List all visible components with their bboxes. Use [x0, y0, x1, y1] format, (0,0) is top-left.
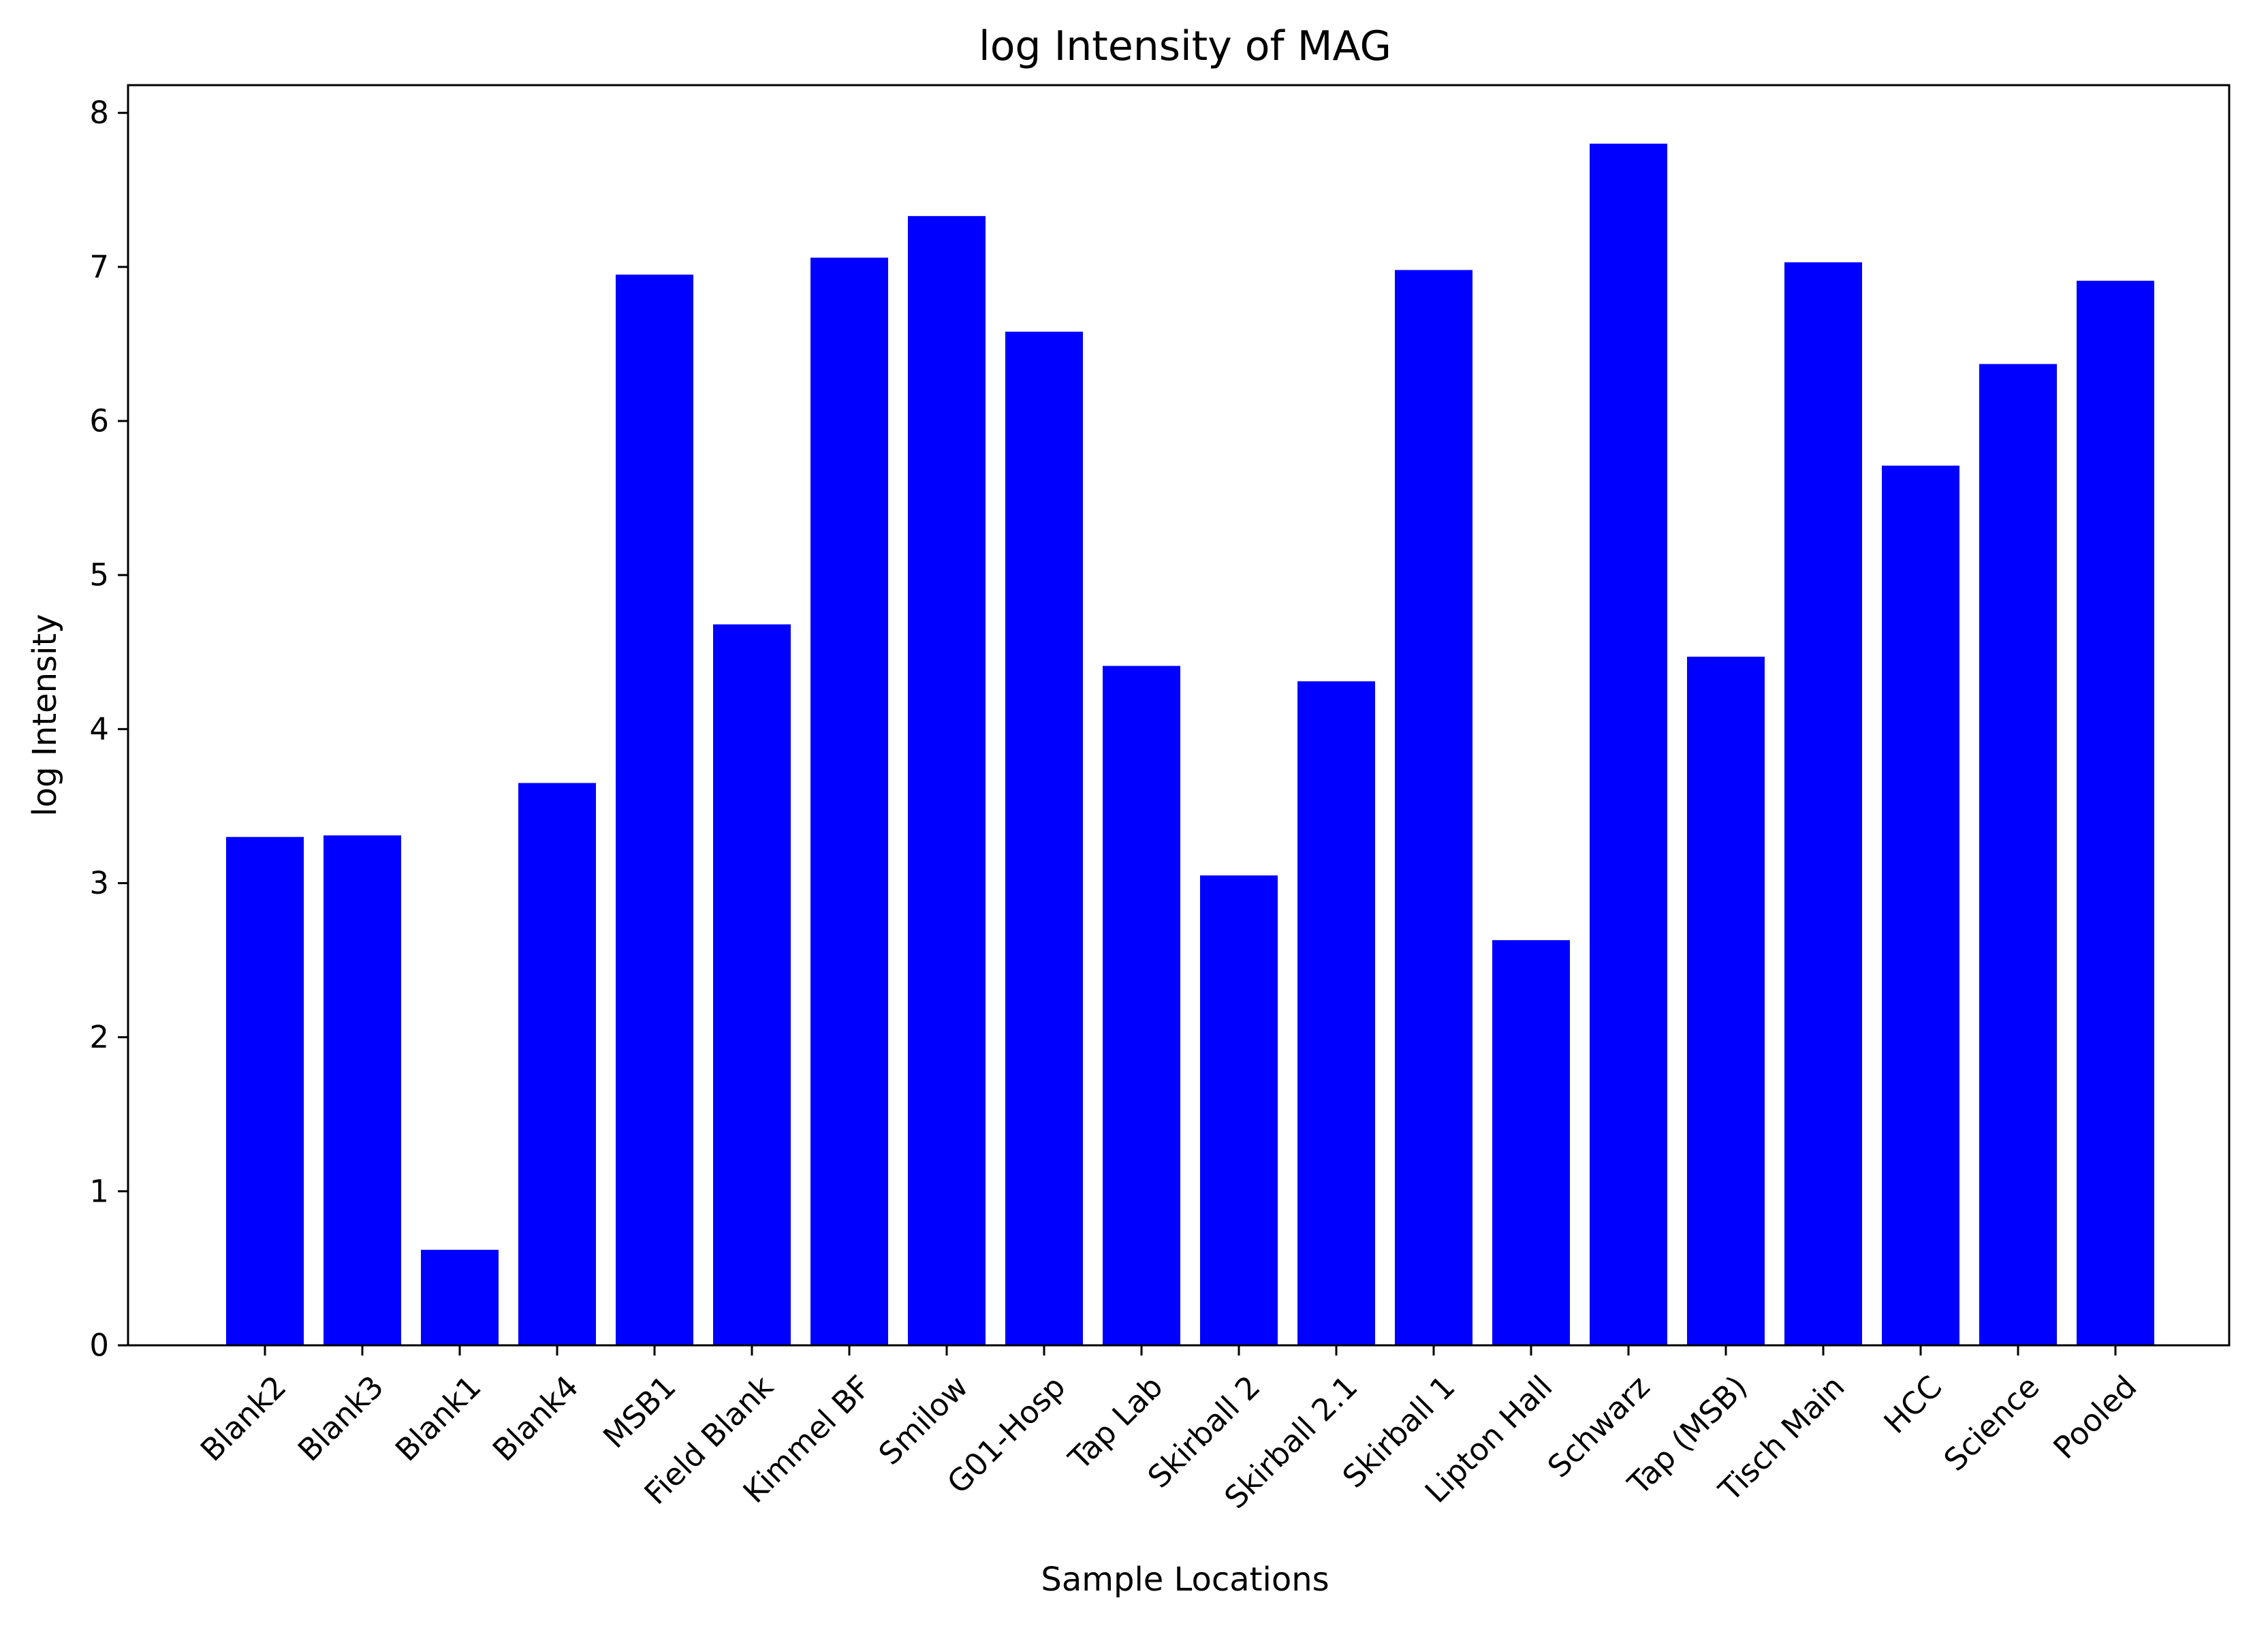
bar-hcc: [1882, 465, 1959, 1345]
y-tick-label: 2: [89, 1019, 109, 1055]
bar-blank3: [324, 835, 401, 1345]
y-tick-label: 0: [89, 1328, 109, 1364]
bar-skirball-1: [1395, 270, 1472, 1345]
chart-title: log Intensity of MAG: [979, 22, 1391, 70]
bar-msb1: [616, 275, 693, 1346]
bar-tap-msb: [1687, 657, 1765, 1345]
bar-skirball-2-1: [1297, 681, 1375, 1345]
bar-pooled: [2077, 281, 2154, 1346]
bar-smilow: [908, 216, 986, 1346]
y-tick-label: 7: [89, 249, 109, 285]
plot-frame: [127, 84, 2231, 1347]
y-tick-label: 3: [89, 865, 109, 901]
y-ticks-group: 0 1 2 3 4 5 6 7 8: [89, 95, 128, 1364]
y-tick-label: 6: [89, 403, 109, 439]
bar-blank2: [226, 836, 304, 1345]
bar-g01-hosp: [1005, 331, 1083, 1345]
y-tick-label: 8: [89, 95, 109, 131]
bar-skirball-2: [1200, 875, 1278, 1345]
y-tick-label: 5: [89, 557, 109, 593]
bars-group: [226, 143, 2154, 1346]
bar-tap-lab: [1103, 666, 1180, 1345]
x-axis-label: Sample Locations: [1041, 1561, 1329, 1599]
bar-blank4: [518, 783, 596, 1345]
bar-lipton-hall: [1492, 940, 1570, 1345]
bar-science: [1979, 364, 2057, 1345]
bar-kimmel-bf: [810, 257, 888, 1345]
bar-tisch-main: [1784, 262, 1862, 1346]
bar-schwarz: [1590, 143, 1667, 1345]
y-tick-label: 1: [89, 1173, 109, 1209]
y-tick-label: 4: [89, 711, 109, 747]
bar-field-blank: [713, 624, 791, 1345]
y-axis-label: log Intensity: [26, 614, 64, 816]
bar-blank1: [421, 1249, 499, 1345]
